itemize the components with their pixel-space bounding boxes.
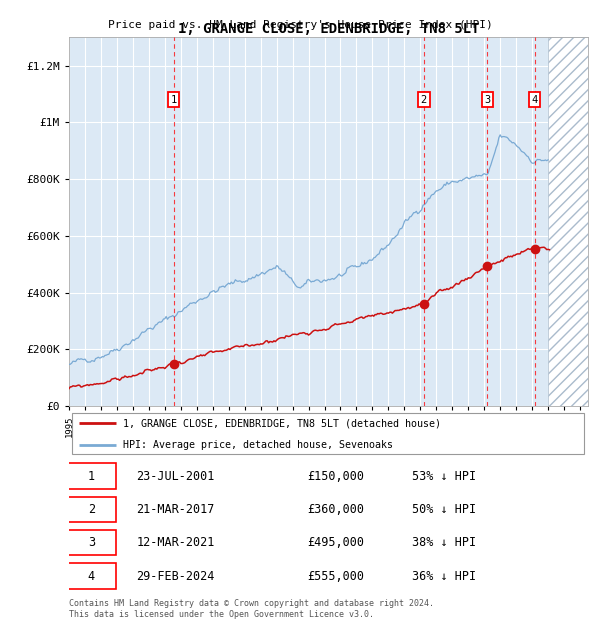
FancyBboxPatch shape — [67, 497, 116, 522]
Text: 4: 4 — [532, 95, 538, 105]
Text: 12-MAR-2021: 12-MAR-2021 — [136, 536, 215, 549]
Bar — [548, 37, 588, 406]
Text: 53% ↓ HPI: 53% ↓ HPI — [412, 469, 476, 482]
Text: Price paid vs. HM Land Registry's House Price Index (HPI): Price paid vs. HM Land Registry's House … — [107, 20, 493, 30]
FancyBboxPatch shape — [67, 530, 116, 556]
FancyBboxPatch shape — [67, 464, 116, 489]
FancyBboxPatch shape — [71, 413, 584, 454]
Text: 50% ↓ HPI: 50% ↓ HPI — [412, 503, 476, 516]
Text: Contains HM Land Registry data © Crown copyright and database right 2024.
This d: Contains HM Land Registry data © Crown c… — [69, 600, 434, 619]
Text: 3: 3 — [88, 536, 95, 549]
Title: 1, GRANGE CLOSE, EDENBRIDGE, TN8 5LT: 1, GRANGE CLOSE, EDENBRIDGE, TN8 5LT — [178, 22, 479, 36]
Text: 1: 1 — [170, 95, 177, 105]
Text: 2: 2 — [421, 95, 427, 105]
Text: 38% ↓ HPI: 38% ↓ HPI — [412, 536, 476, 549]
Text: 36% ↓ HPI: 36% ↓ HPI — [412, 570, 476, 583]
Text: 4: 4 — [88, 570, 95, 583]
Text: 29-FEB-2024: 29-FEB-2024 — [136, 570, 215, 583]
Text: £555,000: £555,000 — [308, 570, 365, 583]
Text: £150,000: £150,000 — [308, 469, 365, 482]
Text: 3: 3 — [484, 95, 491, 105]
Text: 1: 1 — [88, 469, 95, 482]
Text: 1, GRANGE CLOSE, EDENBRIDGE, TN8 5LT (detached house): 1, GRANGE CLOSE, EDENBRIDGE, TN8 5LT (de… — [124, 418, 442, 428]
Text: 21-MAR-2017: 21-MAR-2017 — [136, 503, 215, 516]
Text: £495,000: £495,000 — [308, 536, 365, 549]
Text: HPI: Average price, detached house, Sevenoaks: HPI: Average price, detached house, Seve… — [124, 440, 394, 450]
Text: £360,000: £360,000 — [308, 503, 365, 516]
FancyBboxPatch shape — [67, 564, 116, 589]
Text: 23-JUL-2001: 23-JUL-2001 — [136, 469, 215, 482]
Text: 2: 2 — [88, 503, 95, 516]
